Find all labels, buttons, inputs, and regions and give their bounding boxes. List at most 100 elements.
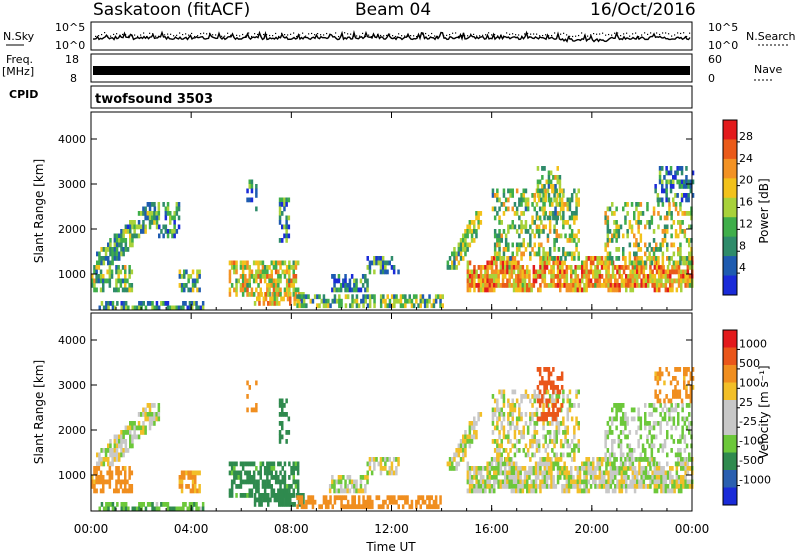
- echo-cell: [676, 394, 679, 399]
- echo-cell: [617, 224, 621, 230]
- echo-cell: [635, 242, 638, 248]
- echo-cell: [604, 434, 607, 440]
- echo-cell: [672, 202, 676, 207]
- echo-cell: [565, 488, 569, 494]
- echo-cell: [302, 298, 306, 304]
- echo-cell: [110, 269, 114, 275]
- echo-cell: [502, 251, 506, 257]
- echo-cell: [241, 292, 245, 297]
- echo-cell: [368, 269, 372, 275]
- echo-cell: [504, 269, 507, 275]
- echo-cell: [523, 475, 527, 480]
- echo-cell: [410, 504, 414, 510]
- echo-cell: [120, 452, 123, 458]
- echo-cell: [658, 265, 661, 270]
- echo-cell: [543, 274, 547, 279]
- echo-cell: [107, 301, 110, 306]
- noise-search-dot: [593, 33, 595, 35]
- echo-cell: [379, 303, 383, 309]
- echo-cell: [129, 224, 132, 230]
- echo-cell: [596, 265, 599, 270]
- echo-cell: [272, 466, 276, 471]
- noise-tick-low-right: 10^0: [708, 39, 738, 52]
- echo-cell: [278, 202, 282, 207]
- echo-cell: [142, 206, 145, 212]
- echo-cell: [482, 287, 485, 293]
- echo-cell: [678, 179, 682, 185]
- echo-cell: [563, 260, 566, 266]
- echo-cell: [287, 197, 291, 203]
- echo-cell: [230, 283, 234, 288]
- echo-cell: [552, 367, 555, 372]
- echo-cell: [570, 470, 573, 476]
- echo-cell: [570, 457, 574, 462]
- echo-cell: [526, 274, 529, 279]
- echo-cell: [627, 466, 630, 471]
- noise-search-dot: [290, 33, 292, 35]
- echo-cell: [554, 215, 557, 221]
- echo-cell: [115, 269, 118, 275]
- echo-cell: [554, 175, 557, 180]
- echo-cell: [551, 202, 554, 207]
- echo-cell: [428, 495, 431, 501]
- echo-cell: [430, 495, 433, 501]
- echo-cell: [655, 475, 659, 480]
- echo-cell: [563, 466, 566, 471]
- echo-cell: [502, 403, 506, 408]
- echo-cell: [355, 278, 358, 284]
- echo-cell: [273, 301, 277, 306]
- echo-cell: [624, 202, 627, 207]
- echo-cell: [351, 499, 354, 505]
- echo-cell: [294, 292, 298, 297]
- echo-cell: [122, 229, 125, 234]
- echo-cell: [515, 247, 519, 252]
- echo-cell: [111, 256, 114, 261]
- echo-cell: [307, 294, 310, 300]
- echo-cell: [539, 470, 542, 476]
- echo-cell: [124, 502, 128, 507]
- echo-cell: [518, 439, 521, 444]
- echo-cell: [648, 220, 651, 225]
- echo-cell: [682, 260, 685, 266]
- echo-cell: [677, 233, 680, 239]
- echo-cell: [432, 499, 436, 505]
- echo-cell: [633, 466, 637, 471]
- echo-cell: [246, 407, 249, 413]
- echo-cell: [384, 269, 387, 275]
- echo-cell: [630, 457, 634, 462]
- echo-cell: [493, 412, 497, 417]
- velocity-colorbar-tick-label: -25: [739, 415, 757, 428]
- echo-cell: [560, 376, 564, 381]
- echo-cell: [188, 301, 192, 306]
- echo-cell: [117, 470, 120, 476]
- echo-cell: [556, 398, 559, 404]
- echo-cell: [633, 260, 636, 266]
- echo-cell: [556, 260, 560, 266]
- echo-cell: [556, 166, 559, 171]
- echo-cell: [148, 421, 152, 426]
- echo-cell: [451, 466, 454, 471]
- echo-cell: [572, 269, 575, 275]
- echo-cell: [504, 274, 507, 279]
- echo-cell: [292, 269, 295, 275]
- echo-cell: [639, 416, 643, 422]
- echo-cell: [689, 371, 693, 377]
- echo-cell: [285, 430, 288, 435]
- echo-cell: [507, 188, 510, 194]
- echo-cell: [667, 398, 671, 404]
- echo-cell: [543, 457, 547, 462]
- echo-cell: [237, 470, 240, 476]
- echo-cell: [344, 287, 347, 293]
- echo-region: [246, 380, 258, 413]
- echo-cell: [558, 376, 562, 381]
- echo-cell: [395, 294, 398, 300]
- echo-cell: [493, 242, 497, 248]
- echo-cell: [131, 421, 134, 426]
- echo-cell: [366, 278, 369, 284]
- echo-cell: [655, 278, 659, 284]
- echo-cell: [520, 394, 523, 399]
- echo-cell: [135, 305, 139, 311]
- echo-cell: [681, 425, 684, 431]
- echo-cell: [477, 488, 481, 494]
- echo-cell: [475, 484, 478, 489]
